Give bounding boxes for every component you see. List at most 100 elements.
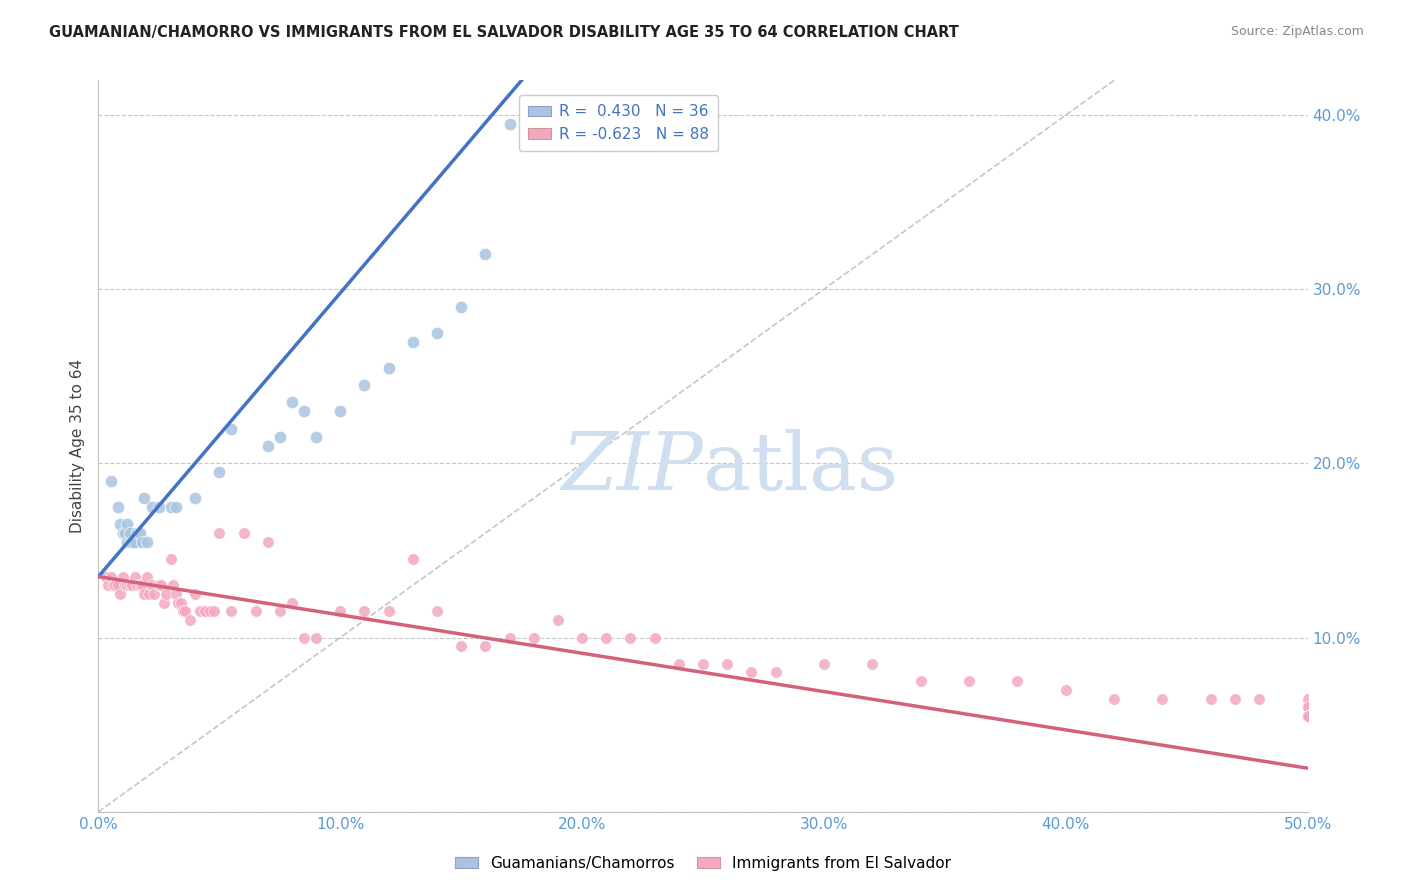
Point xyxy=(474,247,496,261)
Point xyxy=(498,631,520,645)
Point xyxy=(1296,709,1319,723)
Point xyxy=(131,578,153,592)
Point xyxy=(141,578,163,592)
Text: atlas: atlas xyxy=(703,429,898,507)
Point xyxy=(813,657,835,671)
Point xyxy=(1296,709,1319,723)
Point xyxy=(101,578,124,592)
Point xyxy=(128,578,150,592)
Point xyxy=(111,526,134,541)
Point xyxy=(1296,691,1319,706)
Point xyxy=(1102,691,1125,706)
Point xyxy=(135,569,157,583)
Point xyxy=(1054,682,1077,697)
Point xyxy=(256,534,278,549)
Point xyxy=(292,631,315,645)
Point xyxy=(910,674,932,689)
Point xyxy=(595,631,617,645)
Point xyxy=(165,587,187,601)
Point xyxy=(426,326,449,340)
Point xyxy=(269,604,291,618)
Point xyxy=(160,552,183,566)
Point xyxy=(716,657,738,671)
Legend: R =  0.430   N = 36, R = -0.623   N = 88: R = 0.430 N = 36, R = -0.623 N = 88 xyxy=(519,95,718,152)
Point xyxy=(118,578,141,592)
Point xyxy=(208,526,231,541)
Point xyxy=(107,500,129,514)
Point xyxy=(179,613,201,627)
Y-axis label: Disability Age 35 to 64: Disability Age 35 to 64 xyxy=(70,359,86,533)
Point xyxy=(547,613,569,627)
Point xyxy=(221,604,243,618)
Point xyxy=(1296,709,1319,723)
Point xyxy=(1296,700,1319,714)
Point xyxy=(155,587,177,601)
Point xyxy=(474,640,496,654)
Point xyxy=(450,300,472,314)
Point xyxy=(571,631,593,645)
Point xyxy=(108,517,131,532)
Point xyxy=(121,578,143,592)
Legend: Guamanians/Chamorros, Immigrants from El Salvador: Guamanians/Chamorros, Immigrants from El… xyxy=(449,850,957,877)
Point xyxy=(128,526,150,541)
Text: ZIP: ZIP xyxy=(561,429,703,507)
Point xyxy=(169,596,191,610)
Point xyxy=(121,534,143,549)
Point xyxy=(107,578,129,592)
Point xyxy=(1007,674,1029,689)
Point xyxy=(1152,691,1174,706)
Point xyxy=(141,500,163,514)
Point xyxy=(498,117,520,131)
Point xyxy=(174,604,197,618)
Point xyxy=(1296,709,1319,723)
Point xyxy=(152,596,174,610)
Point xyxy=(172,604,194,618)
Point xyxy=(1296,709,1319,723)
Point xyxy=(450,640,472,654)
Point xyxy=(131,534,153,549)
Point xyxy=(100,569,122,583)
Point xyxy=(118,534,141,549)
Point xyxy=(957,674,980,689)
Point xyxy=(1296,709,1319,723)
Point xyxy=(256,439,278,453)
Point xyxy=(269,430,291,444)
Point xyxy=(221,421,243,435)
Point xyxy=(104,578,127,592)
Point xyxy=(138,587,160,601)
Point xyxy=(644,631,666,645)
Text: GUAMANIAN/CHAMORRO VS IMMIGRANTS FROM EL SALVADOR DISABILITY AGE 35 TO 64 CORREL: GUAMANIAN/CHAMORRO VS IMMIGRANTS FROM EL… xyxy=(49,25,959,40)
Point xyxy=(100,474,122,488)
Point xyxy=(118,526,141,541)
Point xyxy=(184,587,207,601)
Point xyxy=(184,491,207,506)
Point xyxy=(194,604,217,618)
Point xyxy=(127,526,149,541)
Point xyxy=(1223,691,1246,706)
Point xyxy=(134,491,156,506)
Point xyxy=(619,631,641,645)
Point xyxy=(134,587,156,601)
Point xyxy=(1249,691,1271,706)
Point xyxy=(668,657,690,671)
Point xyxy=(198,604,221,618)
Point xyxy=(1296,709,1319,723)
Point xyxy=(353,604,375,618)
Point xyxy=(281,596,304,610)
Point xyxy=(305,631,328,645)
Point xyxy=(94,569,117,583)
Point xyxy=(124,534,146,549)
Point xyxy=(523,631,546,645)
Point xyxy=(692,657,714,671)
Point xyxy=(1296,700,1319,714)
Point xyxy=(208,465,231,479)
Point xyxy=(127,578,149,592)
Point xyxy=(292,404,315,418)
Point xyxy=(860,657,883,671)
Point xyxy=(117,517,139,532)
Point xyxy=(329,604,352,618)
Point xyxy=(402,334,425,349)
Point xyxy=(377,604,399,618)
Point xyxy=(377,360,399,375)
Point xyxy=(143,587,166,601)
